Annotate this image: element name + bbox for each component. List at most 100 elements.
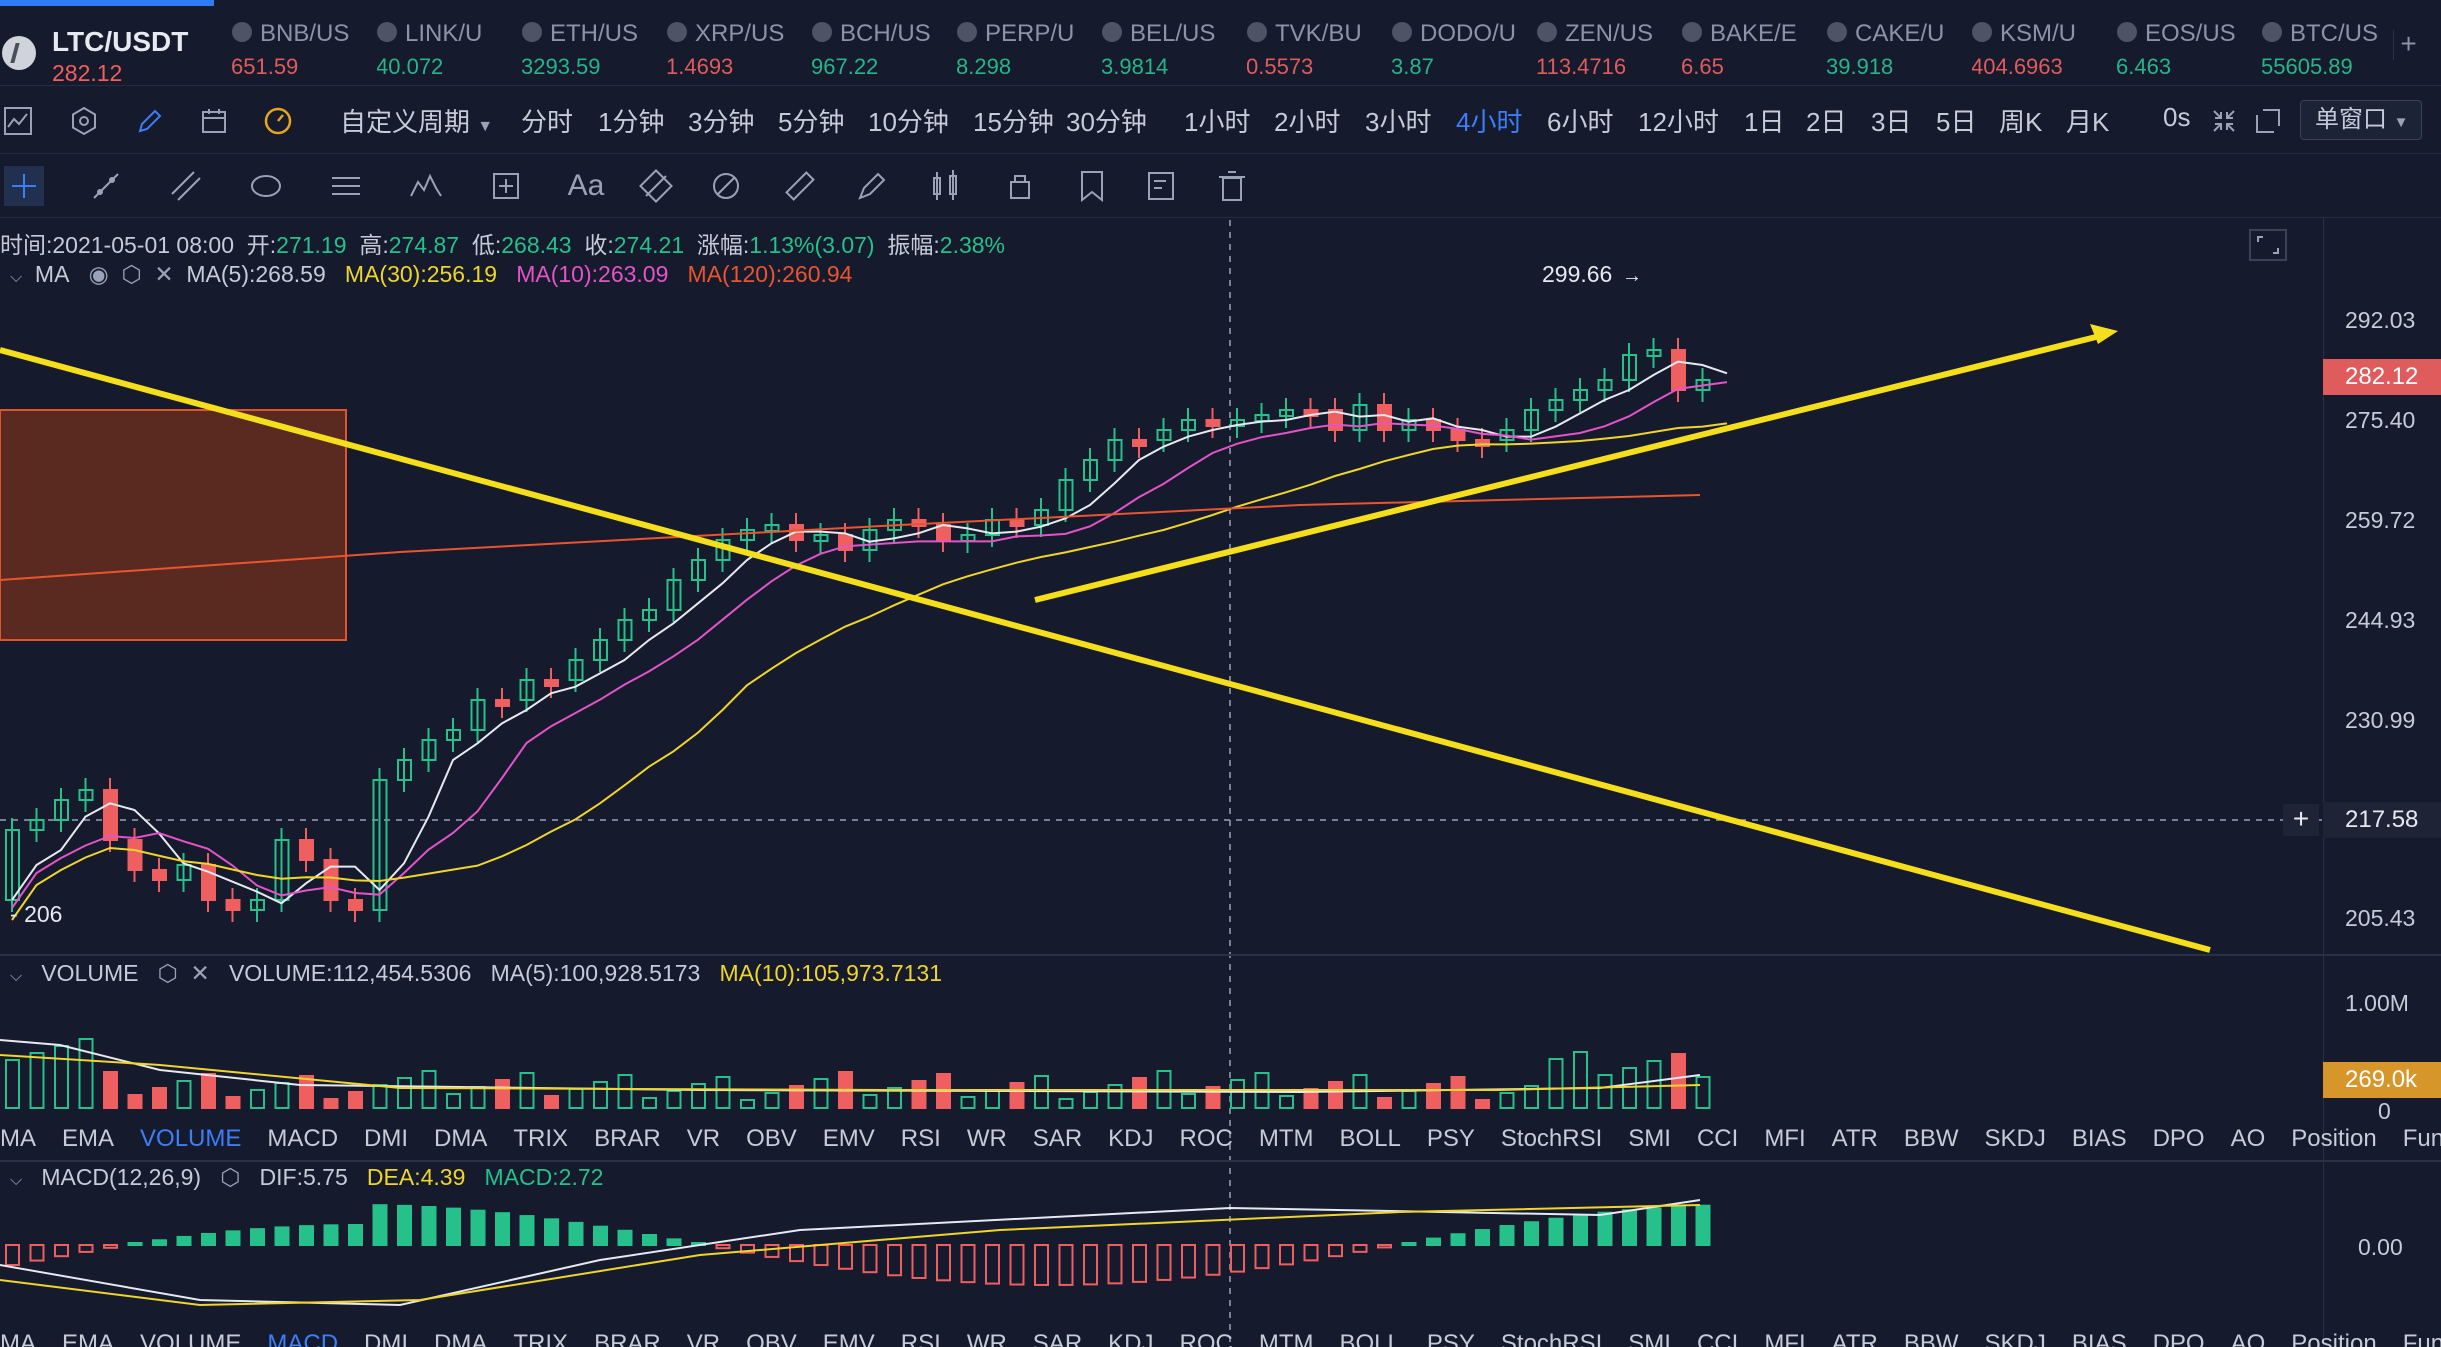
ellipse-tool-icon[interactable] bbox=[246, 166, 286, 206]
indicator-tab[interactable]: ATR bbox=[1831, 1330, 1878, 1347]
indicator-tab[interactable]: MA bbox=[0, 1330, 36, 1347]
indicator-tab[interactable]: PSY bbox=[1426, 1330, 1475, 1347]
indicator-tab[interactable]: PSY bbox=[1426, 1125, 1475, 1152]
edit-note-icon[interactable] bbox=[1142, 166, 1182, 206]
indicator-tab[interactable]: OBV bbox=[746, 1330, 797, 1347]
add-ticker-icon[interactable]: + bbox=[2393, 30, 2423, 60]
indicator-tab[interactable]: EMA bbox=[62, 1125, 115, 1152]
indicator-tab[interactable]: OBV bbox=[746, 1125, 797, 1152]
indicator-tab[interactable]: MACD bbox=[267, 1330, 339, 1347]
indicator-tab[interactable]: WR bbox=[966, 1330, 1007, 1347]
price-scale[interactable] bbox=[2323, 218, 2441, 1347]
indicator-tab[interactable]: WR bbox=[966, 1125, 1007, 1152]
pane-separator[interactable] bbox=[0, 1160, 2441, 1162]
indicator-tab[interactable]: CCI bbox=[1696, 1125, 1739, 1152]
ticker-item[interactable]: TVK/BU 0.5573 bbox=[1247, 0, 1392, 86]
indicator-tab[interactable]: ROC bbox=[1179, 1125, 1233, 1152]
indicator-tab[interactable]: SAR bbox=[1032, 1125, 1083, 1152]
indicator-tab[interactable]: Fundflow bbox=[2402, 1125, 2441, 1152]
period-tab[interactable]: 6小时 bbox=[1547, 107, 1614, 137]
indicator-tab[interactable]: Position bbox=[2291, 1330, 2377, 1347]
ticker-item[interactable]: BEL/US 3.9814 bbox=[1102, 0, 1247, 86]
indicator-tab[interactable]: StochRSI bbox=[1500, 1125, 1603, 1152]
ticker-item[interactable]: DODO/U 3.87 bbox=[1392, 0, 1537, 86]
indicator-tab[interactable]: DPO bbox=[2152, 1330, 2205, 1347]
ticker-item[interactable]: ZEN/US 113.4716 bbox=[1537, 0, 1682, 86]
period-tab[interactable]: 1小时 bbox=[1184, 107, 1251, 137]
period-tab[interactable]: 周K bbox=[1999, 107, 2043, 137]
pane-separator[interactable] bbox=[0, 954, 2441, 956]
crosshair-tool-icon[interactable] bbox=[4, 166, 44, 206]
indicator-tab[interactable]: DMA bbox=[434, 1125, 488, 1152]
indicator-tab[interactable]: TRIX bbox=[513, 1330, 569, 1347]
indicator-tab[interactable]: TRIX bbox=[513, 1125, 569, 1152]
draw-pencil-icon[interactable] bbox=[134, 105, 166, 137]
period-tab[interactable]: 2小时 bbox=[1274, 107, 1341, 137]
period-tab[interactable]: 10分钟 bbox=[868, 107, 949, 137]
indicator-tab[interactable]: ATR bbox=[1831, 1125, 1878, 1152]
indicator-tab[interactable]: SMI bbox=[1628, 1125, 1671, 1152]
measure-tool-icon[interactable] bbox=[486, 166, 526, 206]
ticker-item[interactable]: BTC/US 55605.89 bbox=[2262, 0, 2407, 86]
indicator-tab[interactable]: DPO bbox=[2152, 1125, 2205, 1152]
eraser-tool-icon[interactable] bbox=[636, 166, 676, 206]
ticker-item[interactable]: CAKE/U 39.918 bbox=[1827, 0, 1972, 86]
ticker-main[interactable]: LTC/USDT 282.12 bbox=[0, 0, 214, 86]
indicator-tab[interactable]: VOLUME bbox=[140, 1125, 242, 1152]
period-tab[interactable]: 月K bbox=[2066, 107, 2110, 137]
indicator-tab[interactable]: RSI bbox=[900, 1330, 941, 1347]
ticker-item[interactable]: ETH/US 3293.59 bbox=[522, 0, 667, 86]
pattern-tool-icon[interactable] bbox=[406, 166, 446, 206]
candles-tool-icon[interactable] bbox=[926, 166, 966, 206]
collapse-chevron-icon[interactable]: ⌵ bbox=[10, 269, 23, 286]
add-alert-plus-icon[interactable]: + bbox=[2283, 804, 2319, 836]
chart-expand-icon[interactable] bbox=[2248, 228, 2288, 262]
indicator-tab[interactable]: MFI bbox=[1764, 1125, 1806, 1152]
indicator-tab[interactable]: BBW bbox=[1903, 1125, 1959, 1152]
indicator-tab[interactable]: DMI bbox=[364, 1330, 409, 1347]
delete-drawings-icon[interactable] bbox=[1212, 166, 1252, 206]
window-mode-dropdown[interactable]: 单窗口 ▼ bbox=[2300, 100, 2422, 140]
lock-tool-icon[interactable] bbox=[1000, 166, 1040, 206]
settings-hex-icon[interactable]: ⬡ bbox=[121, 261, 142, 287]
custom-period-dropdown[interactable]: 自定义周期 ▼ bbox=[340, 107, 494, 137]
period-tab[interactable]: 3分钟 bbox=[688, 107, 755, 137]
indicator-tab[interactable]: AO bbox=[2230, 1330, 2266, 1347]
indicator-settings-icon[interactable] bbox=[68, 105, 100, 137]
indicator-tab[interactable]: BBW bbox=[1903, 1330, 1959, 1347]
indicator-tab[interactable]: StochRSI bbox=[1500, 1330, 1603, 1347]
ticker-item[interactable]: PERP/U 8.298 bbox=[957, 0, 1102, 86]
period-tab[interactable]: 4小时 bbox=[1456, 107, 1523, 137]
indicator-tab[interactable]: EMV bbox=[822, 1125, 875, 1152]
indicator-tab[interactable]: VR bbox=[686, 1330, 721, 1347]
close-icon[interactable]: ✕ bbox=[154, 261, 174, 287]
indicator-tab[interactable]: CCI bbox=[1696, 1330, 1739, 1347]
chart-type-icon[interactable] bbox=[2, 105, 34, 137]
close-icon[interactable]: ✕ bbox=[190, 960, 210, 986]
indicator-tab[interactable]: MFI bbox=[1764, 1330, 1806, 1347]
indicator-tab[interactable]: VR bbox=[686, 1125, 721, 1152]
indicator-tab[interactable]: KDJ bbox=[1108, 1125, 1154, 1152]
magnet-tool-icon[interactable] bbox=[706, 166, 746, 206]
ticker-item[interactable]: BCH/US 967.22 bbox=[812, 0, 957, 86]
ticker-item[interactable]: LINK/U 40.072 bbox=[377, 0, 522, 86]
settings-hex-icon[interactable]: ⬡ bbox=[220, 1164, 241, 1190]
calendar-icon[interactable] bbox=[198, 105, 230, 137]
speed-gauge-icon[interactable] bbox=[262, 105, 294, 137]
indicator-tab[interactable]: SKDJ bbox=[1984, 1125, 2046, 1152]
indicator-tab[interactable]: DMI bbox=[364, 1125, 409, 1152]
period-tab[interactable]: 5分钟 bbox=[778, 107, 845, 137]
text-tool[interactable]: Aa bbox=[567, 169, 605, 202]
period-tab[interactable]: 3日 bbox=[1871, 107, 1912, 137]
indicator-tab[interactable]: BRAR bbox=[594, 1125, 661, 1152]
ascending-trendline[interactable] bbox=[1034, 333, 2101, 603]
indicator-tab[interactable]: AO bbox=[2230, 1125, 2266, 1152]
period-tab[interactable]: 12小时 bbox=[1638, 107, 1719, 137]
period-tab[interactable]: 5日 bbox=[1936, 107, 1977, 137]
period-tab[interactable]: 3小时 bbox=[1365, 107, 1432, 137]
period-tab[interactable]: 1分钟 bbox=[598, 107, 665, 137]
indicator-tab[interactable]: RSI bbox=[900, 1125, 941, 1152]
indicator-tab[interactable]: KDJ bbox=[1108, 1330, 1154, 1347]
eye-icon[interactable]: ◉ bbox=[88, 261, 109, 287]
